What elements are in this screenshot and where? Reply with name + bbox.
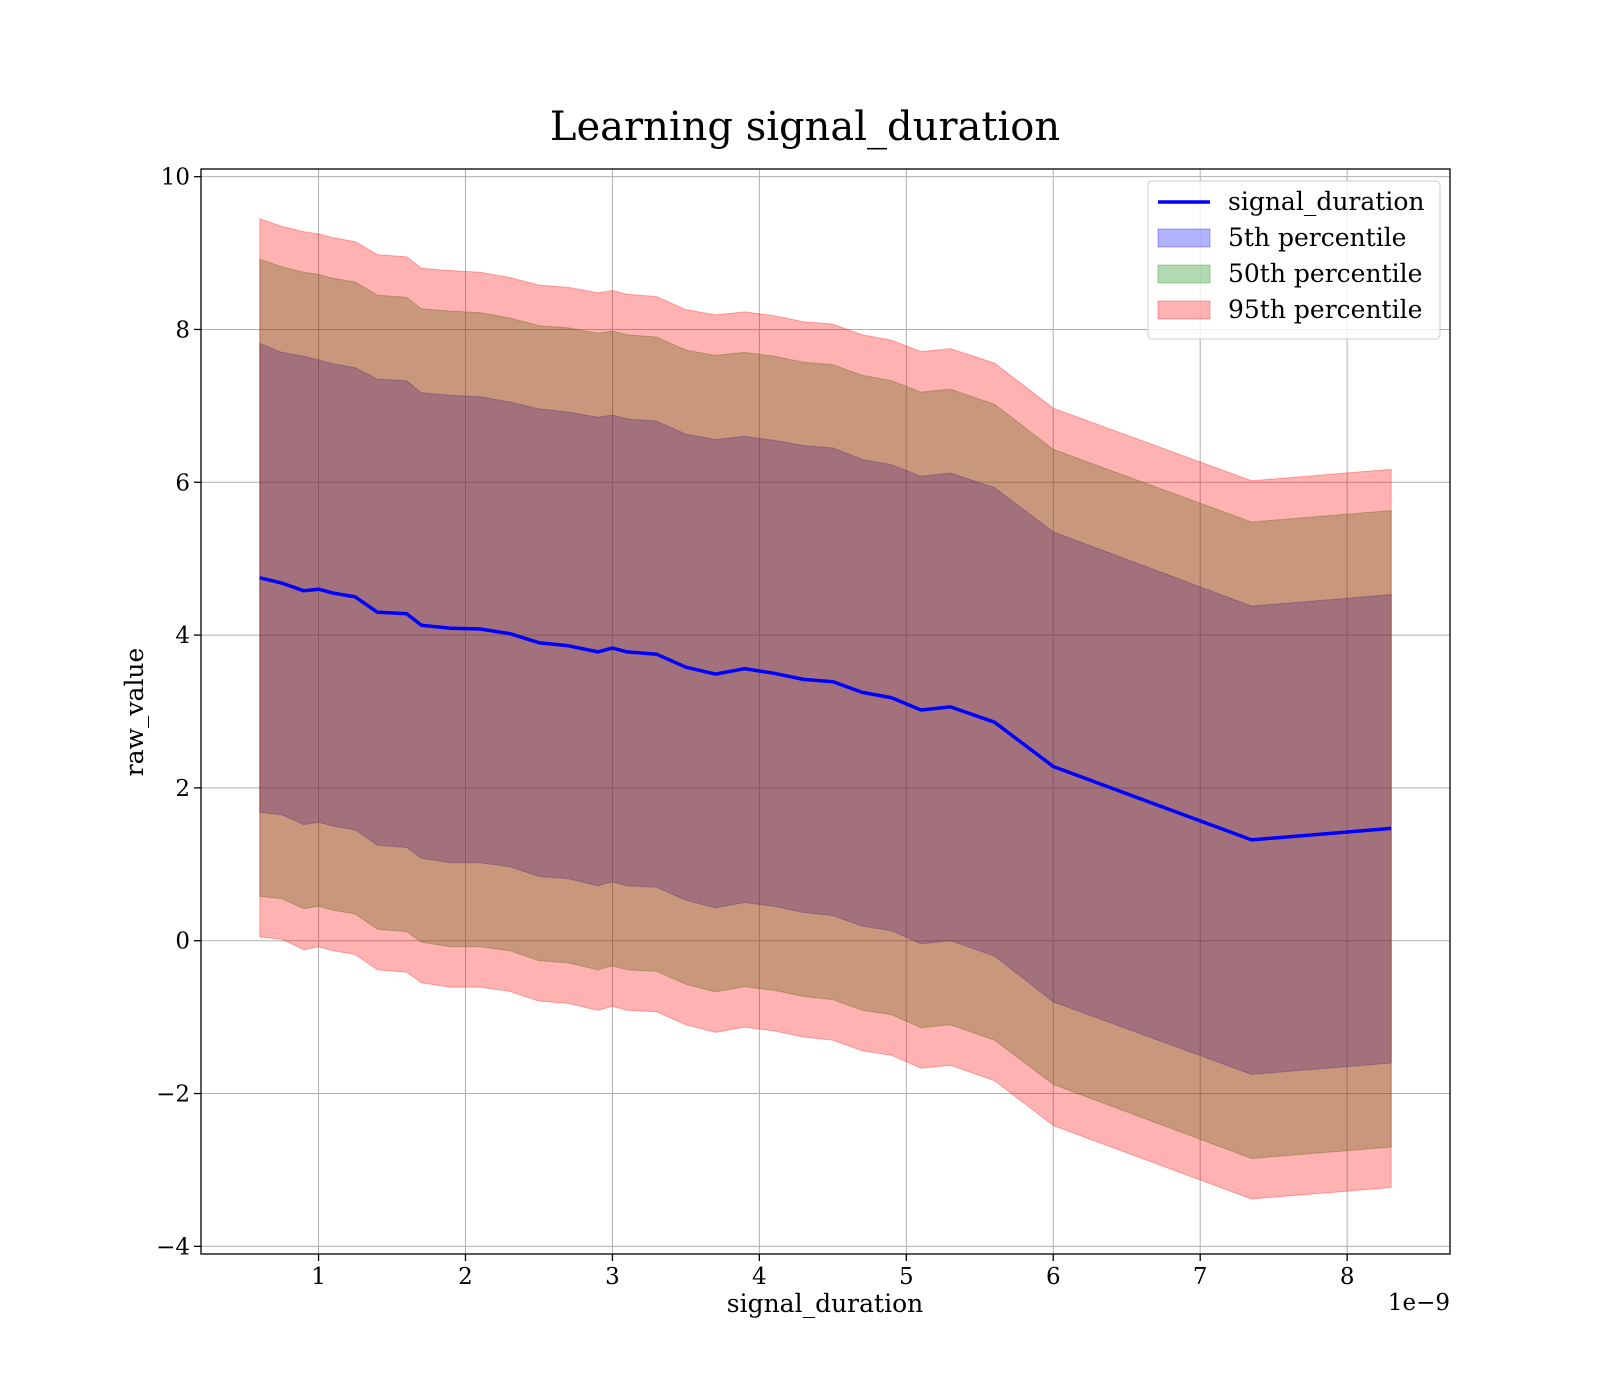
band-2 xyxy=(259,258,1392,1160)
x-tick-label: 8 xyxy=(1340,1264,1355,1290)
y-tick-label: −2 xyxy=(156,1082,190,1108)
y-tick-label: 8 xyxy=(175,317,190,343)
legend-label: signal_duration xyxy=(1228,187,1424,216)
band-1 xyxy=(259,342,1392,1075)
x-tick-label: 5 xyxy=(899,1264,914,1290)
ticks: 1 2 3 4 5 6 7 8 −4 −2 0 2 4 6 8 10 xyxy=(156,165,1354,1290)
band-3 xyxy=(259,217,1392,1200)
x-tick-label: 4 xyxy=(752,1264,767,1290)
chart-title: Learning signal_duration xyxy=(550,104,1060,150)
grid xyxy=(201,169,1450,1254)
legend-label: 50th percentile xyxy=(1228,259,1422,288)
x-tick-label: 7 xyxy=(1193,1264,1208,1290)
y-tick-label: −4 xyxy=(156,1234,190,1260)
legend-label: 95th percentile xyxy=(1228,295,1422,324)
legend-label: 5th percentile xyxy=(1228,223,1406,252)
y-tick-label: 6 xyxy=(175,470,190,496)
legend: signal_duration 5th percentile 50th percen… xyxy=(1147,180,1441,340)
x-tick-label: 2 xyxy=(458,1264,473,1290)
x-offset-label: 1e−9 xyxy=(1388,1290,1450,1316)
plot-frame xyxy=(200,168,1451,1255)
x-tick-label: 6 xyxy=(1046,1264,1061,1290)
y-tick-label: 0 xyxy=(175,929,190,955)
percentile-bands xyxy=(259,217,1392,1200)
series-lines xyxy=(259,576,1392,842)
y-tick-label: 2 xyxy=(175,776,190,802)
y-axis-label: raw_value xyxy=(120,648,149,777)
legend-box xyxy=(1147,180,1441,340)
y-tick-label: 4 xyxy=(175,623,190,649)
x-tick-label: 1 xyxy=(311,1264,326,1290)
legend-swatch xyxy=(1157,264,1211,284)
x-axis-label: signal_duration xyxy=(727,1289,923,1318)
legend-swatch xyxy=(1157,300,1211,320)
legend-swatch xyxy=(1157,228,1211,248)
x-tick-label: 3 xyxy=(605,1264,620,1290)
series-line-0 xyxy=(259,576,1392,842)
y-tick-label: 10 xyxy=(161,165,190,191)
